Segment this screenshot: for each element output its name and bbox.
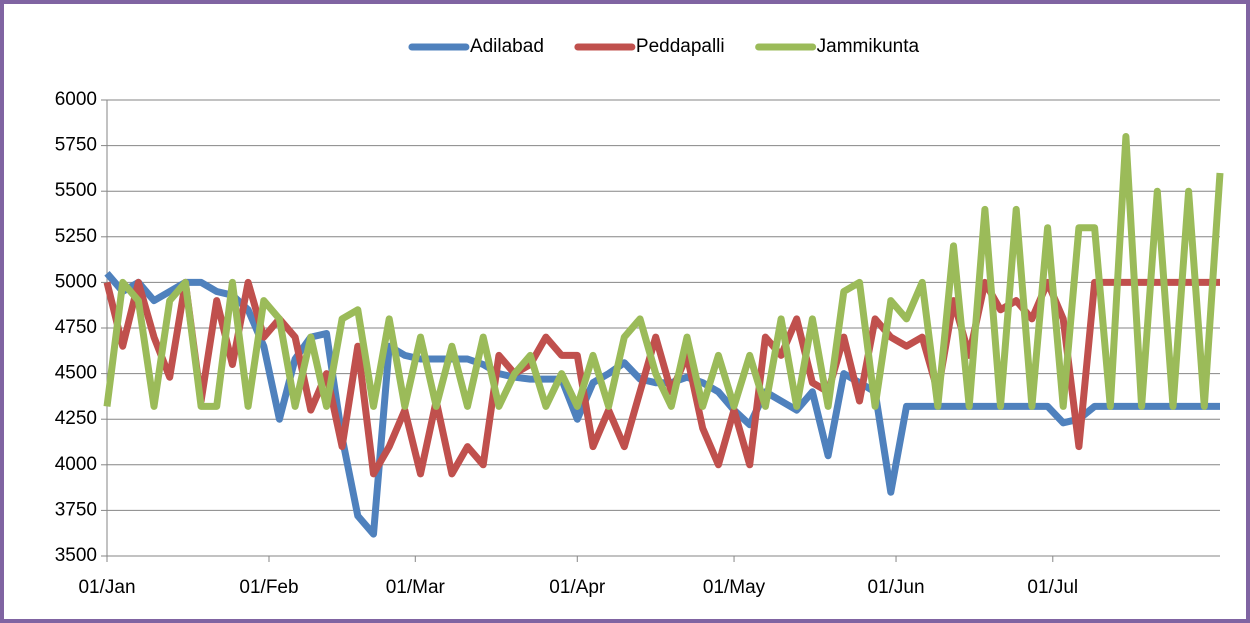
y-tick-label: 6000 bbox=[55, 89, 97, 110]
y-tick-label: 4000 bbox=[55, 454, 97, 475]
x-tick-label: 01/May bbox=[703, 577, 766, 598]
x-tick-label: 01/Feb bbox=[239, 577, 298, 598]
series-line bbox=[103, 278, 1220, 478]
legend-label: Jammikunta bbox=[817, 36, 920, 57]
y-tick-label: 5000 bbox=[55, 271, 97, 292]
x-tick-label: 01/Jan bbox=[78, 577, 135, 598]
y-tick-label: 4500 bbox=[55, 363, 97, 384]
y-tick-label: 5250 bbox=[55, 226, 97, 247]
x-tick-label: 01/Apr bbox=[549, 577, 606, 598]
x-tick-label: 01/Mar bbox=[386, 577, 446, 598]
y-tick-label: 4250 bbox=[55, 408, 97, 429]
legend-label: Adilabad bbox=[470, 36, 544, 57]
y-tick-label: 3500 bbox=[55, 545, 97, 566]
legend-label: Peddapalli bbox=[636, 36, 725, 57]
series-line bbox=[103, 133, 1224, 410]
y-tick-label: 3750 bbox=[55, 499, 97, 520]
y-tick-label: 4750 bbox=[55, 317, 97, 338]
y-tick-label: 5750 bbox=[55, 135, 97, 156]
y-tick-label: 5500 bbox=[55, 180, 97, 201]
x-tick-label: 01/Jun bbox=[868, 577, 925, 598]
x-tick-label: 01/Jul bbox=[1027, 577, 1078, 598]
